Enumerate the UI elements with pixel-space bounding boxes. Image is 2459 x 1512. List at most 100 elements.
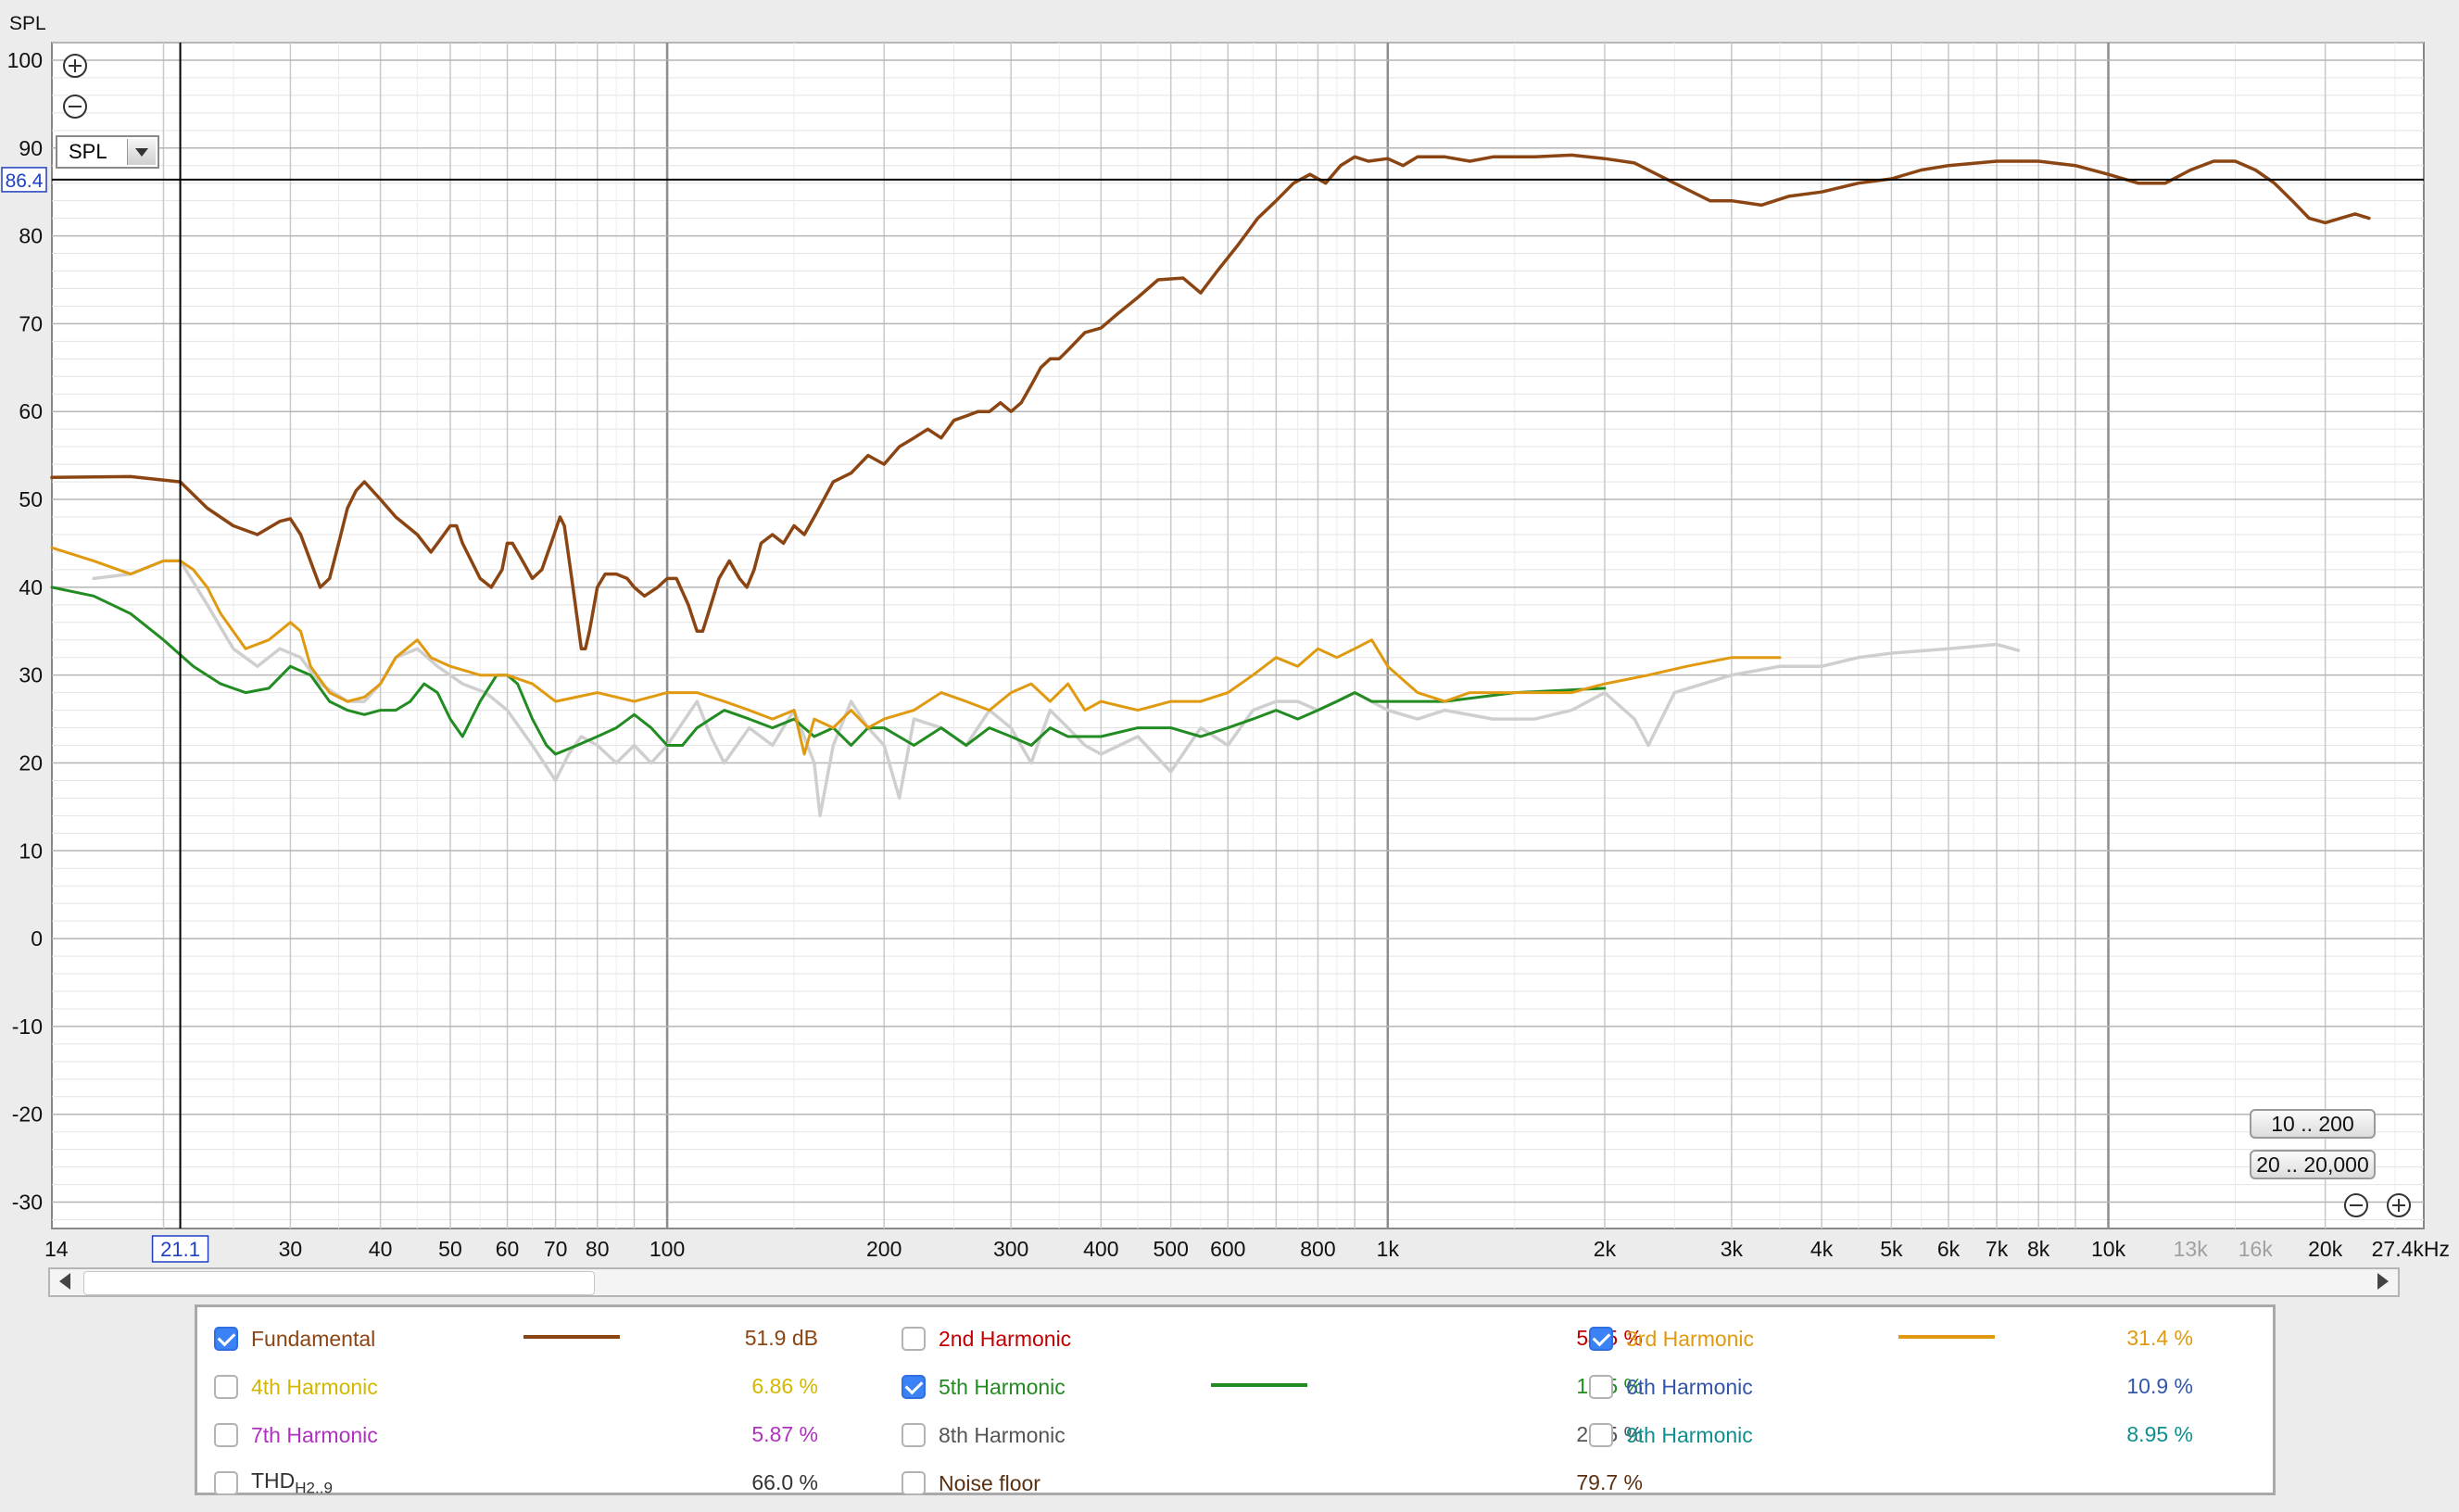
x-tick-label: 1k	[1377, 1237, 1400, 1261]
x-tick-label: 200	[866, 1237, 902, 1261]
h8-label: 8th Harmonic	[939, 1422, 1066, 1447]
spl-select-value: SPL	[69, 140, 107, 163]
series-line-5th-harmonic	[50, 586, 1607, 756]
y-tick-label: 10	[19, 838, 43, 863]
x-tick-label: 3k	[1721, 1237, 1744, 1261]
y-tick-label: 20	[19, 750, 43, 775]
x-tick-label: 4k	[1810, 1237, 1834, 1261]
noise-value: 79.7 %	[1576, 1470, 1643, 1494]
x-tick-label: 600	[1210, 1237, 1245, 1261]
fundamental-label: Fundamental	[251, 1326, 376, 1351]
h8-value: 2.45 %	[1576, 1422, 1643, 1446]
h6-value: 10.9 %	[2126, 1374, 2193, 1398]
h3-label: 3rd Harmonic	[1626, 1326, 1755, 1351]
cursor-freq-readout: 21.1	[160, 1238, 200, 1261]
h4-checkbox[interactable]	[214, 1375, 238, 1399]
x-tick-label: 20k	[2308, 1237, 2343, 1261]
h9-value: 8.95 %	[2126, 1422, 2193, 1446]
legend-h9[interactable]: 9th Harmonic	[1589, 1417, 1753, 1454]
y-tick-label: 0	[31, 926, 43, 951]
thd-label-sub: H2..9	[295, 1479, 333, 1497]
spl-select[interactable]: SPL	[56, 135, 159, 169]
h5-label: 5th Harmonic	[939, 1374, 1066, 1399]
chevron-down-icon	[127, 139, 156, 165]
h5-value: 10.5 %	[1576, 1374, 1643, 1398]
h4-label: 4th Harmonic	[251, 1374, 378, 1399]
h7-value: 5.87 %	[751, 1422, 818, 1446]
legend-h6[interactable]: 6th Harmonic	[1589, 1368, 1753, 1405]
scroll-left-icon[interactable]	[59, 1273, 70, 1290]
thd-label-main: THD	[251, 1468, 296, 1493]
x-tick-label: 100	[649, 1237, 685, 1261]
h2-checkbox[interactable]	[902, 1327, 926, 1351]
y-axis-unit-label: SPL	[9, 13, 46, 34]
thd-value: 66.0 %	[751, 1470, 818, 1494]
series-line-3rd-harmonic	[50, 546, 1782, 756]
x-tick-label: 13k	[2174, 1237, 2209, 1261]
x-zoom-in-icon[interactable]	[2387, 1193, 2411, 1217]
y-tick-label: 60	[19, 399, 43, 423]
x-tick-label: 7k	[1986, 1237, 2009, 1261]
fundamental-checkbox[interactable]	[214, 1327, 238, 1351]
y-tick-label: 100	[7, 48, 43, 72]
h2-label: 2nd Harmonic	[939, 1326, 1072, 1351]
y-tick-label: 30	[19, 663, 43, 687]
legend-panel: Fundamental 51.9 dB 2nd Harmonic 54.5 % …	[195, 1304, 2276, 1497]
range-20-20000-button[interactable]: 20 .. 20,000	[2250, 1150, 2376, 1179]
x-tick-label: 8k	[2027, 1237, 2050, 1261]
fundamental-value: 51.9 dB	[744, 1326, 818, 1350]
fundamental-swatch	[523, 1335, 620, 1339]
x-tick-label: 40	[369, 1237, 393, 1261]
x-tick-label: 300	[993, 1237, 1028, 1261]
legend-fundamental[interactable]: Fundamental	[214, 1320, 375, 1357]
legend-thd[interactable]: THDH2..9	[214, 1465, 333, 1502]
h6-checkbox[interactable]	[1589, 1375, 1613, 1399]
h9-label: 9th Harmonic	[1626, 1422, 1753, 1447]
noise-checkbox[interactable]	[902, 1471, 926, 1495]
x-zoom-out-icon[interactable]	[2344, 1193, 2368, 1217]
h9-checkbox[interactable]	[1589, 1423, 1613, 1447]
x-tick-label: 2k	[1594, 1237, 1617, 1261]
noise-label: Noise floor	[939, 1470, 1040, 1495]
h3-checkbox[interactable]	[1589, 1327, 1613, 1351]
h4-value: 6.86 %	[751, 1374, 818, 1398]
x-tick-label: 5k	[1880, 1237, 1903, 1261]
x-tick-label: 16k	[2238, 1237, 2274, 1261]
y-tick-label: -20	[12, 1102, 43, 1127]
h8-checkbox[interactable]	[902, 1423, 926, 1447]
legend-h7[interactable]: 7th Harmonic	[214, 1417, 378, 1454]
range-10-200-button[interactable]: 10 .. 200	[2250, 1109, 2376, 1139]
x-tick-label: 6k	[1937, 1237, 1961, 1261]
y-tick-label: 80	[19, 224, 43, 248]
series-line-fundamental	[50, 153, 2371, 650]
legend-h2[interactable]: 2nd Harmonic	[902, 1320, 1071, 1357]
x-tick-label: 80	[586, 1237, 610, 1261]
h6-label: 6th Harmonic	[1626, 1374, 1753, 1399]
scroll-right-icon[interactable]	[2377, 1273, 2389, 1290]
h7-checkbox[interactable]	[214, 1423, 238, 1447]
thd-label: THDH2..9	[251, 1468, 333, 1498]
legend-h8[interactable]: 8th Harmonic	[902, 1417, 1066, 1454]
x-tick-label: 500	[1154, 1237, 1189, 1261]
h5-checkbox[interactable]	[902, 1375, 926, 1399]
x-tick-label: 70	[544, 1237, 568, 1261]
x-scrollbar[interactable]	[48, 1267, 2400, 1297]
legend-h4[interactable]: 4th Harmonic	[214, 1368, 378, 1405]
thd-checkbox[interactable]	[214, 1471, 238, 1495]
x-tick-label: 50	[438, 1237, 462, 1261]
y-tick-label: -10	[12, 1014, 43, 1039]
zoom-out-icon[interactable]	[63, 94, 87, 119]
scroll-thumb[interactable]	[83, 1271, 595, 1295]
legend-h5[interactable]: 5th Harmonic	[902, 1368, 1066, 1405]
y-tick-label: 50	[19, 487, 43, 511]
legend-h3[interactable]: 3rd Harmonic	[1589, 1320, 1754, 1357]
h2-value: 54.5 %	[1576, 1326, 1643, 1350]
zoom-in-icon[interactable]	[63, 54, 87, 78]
legend-noise[interactable]: Noise floor	[902, 1465, 1040, 1502]
y-tick-label: 90	[19, 136, 43, 160]
plot-area	[51, 42, 2425, 1229]
h3-value: 31.4 %	[2126, 1326, 2193, 1350]
x-tick-label: 27.4kHz	[2372, 1237, 2450, 1261]
cursor-freq-box	[151, 1235, 209, 1263]
